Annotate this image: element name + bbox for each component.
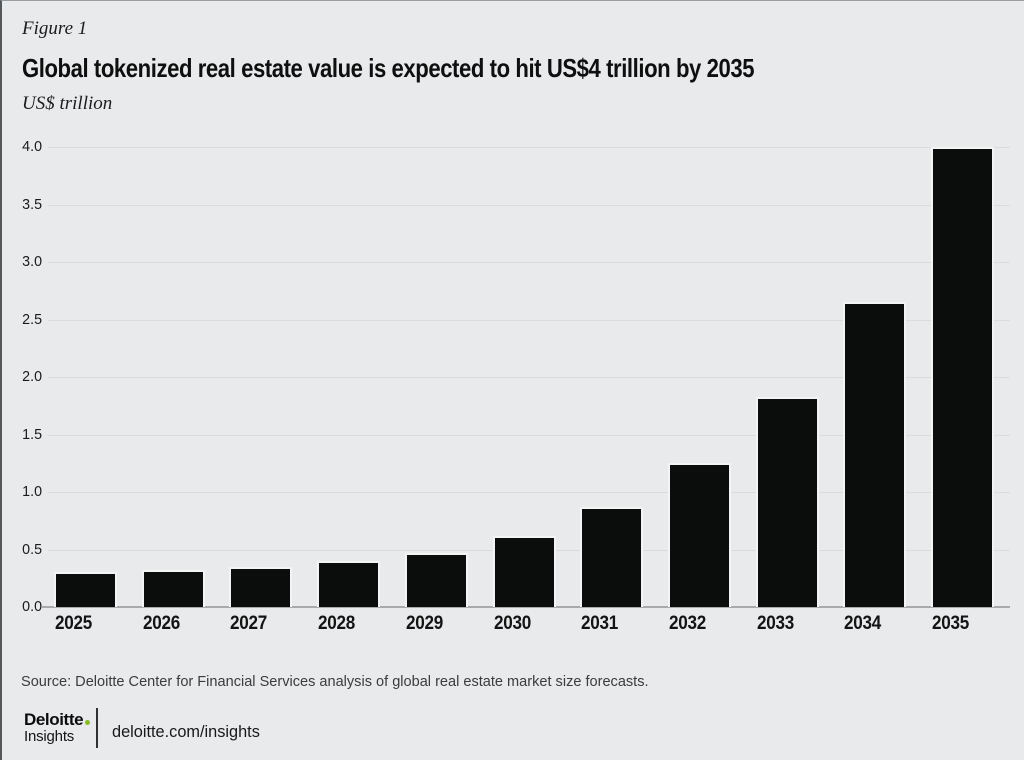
- brand-name: Deloitte: [24, 710, 84, 729]
- bar-2032: [668, 463, 731, 607]
- figure-title: Global tokenized real estate value is ex…: [22, 53, 755, 83]
- figure-label: Figure 1: [22, 18, 88, 39]
- y-tick-label: 0.0: [22, 598, 42, 615]
- y-tick-label: 2.0: [22, 368, 42, 385]
- y-tick-label: 0.5: [22, 540, 42, 558]
- bar-2029: [405, 553, 468, 607]
- y-tick-label: 1.0: [22, 483, 42, 500]
- footer-link[interactable]: deloitte.com/insights: [112, 722, 260, 741]
- bar-2034: [843, 302, 906, 607]
- x-tick-label: 2031: [581, 613, 618, 634]
- bar-2030: [493, 536, 556, 607]
- y-tick-label: 3.0: [22, 253, 42, 270]
- bar-2028: [317, 561, 380, 607]
- gridline: [48, 204, 1010, 206]
- x-tick-label: 2026: [143, 613, 180, 634]
- deloitte-insights-logo: Deloitte Insights: [24, 710, 91, 745]
- x-tick-label: 2028: [318, 613, 355, 634]
- bar-2035: [931, 147, 994, 607]
- x-tick-label: 2035: [932, 613, 969, 634]
- gridline: [48, 147, 1010, 148]
- bar-2031: [580, 507, 643, 607]
- x-tick-label: 2032: [669, 613, 706, 634]
- gridline: [48, 262, 1010, 263]
- footer: Deloitte Insights deloitte.com/insights: [2, 701, 1024, 760]
- x-axis-line: [42, 606, 1010, 608]
- brand-wordmark: Deloitte: [24, 710, 91, 729]
- x-tick-label: 2033: [757, 613, 794, 634]
- bar-2026: [142, 570, 205, 607]
- y-tick-label: 3.5: [22, 195, 42, 213]
- figure-unit-subtitle: US$ trillion: [22, 93, 113, 114]
- bar-2027: [229, 567, 292, 607]
- footer-divider: [96, 708, 98, 748]
- gridline: [48, 434, 1010, 436]
- brand-green-dot-icon: [85, 720, 91, 725]
- bar-2025: [54, 572, 117, 607]
- y-tick-label: 4.0: [22, 138, 42, 155]
- gridline: [48, 377, 1010, 378]
- gridline: [48, 319, 1010, 321]
- gridline: [48, 492, 1010, 493]
- x-tick-label: 2030: [494, 613, 531, 634]
- y-tick-label: 2.5: [22, 310, 42, 328]
- x-tick-label: 2034: [844, 613, 881, 634]
- x-tick-label: 2029: [406, 613, 443, 634]
- y-tick-label: 1.5: [22, 425, 42, 443]
- brand-sub-wordmark: Insights: [24, 728, 75, 745]
- source-note: Source: Deloitte Center for Financial Se…: [21, 673, 649, 690]
- x-tick-label: 2025: [55, 613, 92, 634]
- x-tick-label: 2027: [230, 613, 267, 634]
- bar-2033: [756, 397, 819, 607]
